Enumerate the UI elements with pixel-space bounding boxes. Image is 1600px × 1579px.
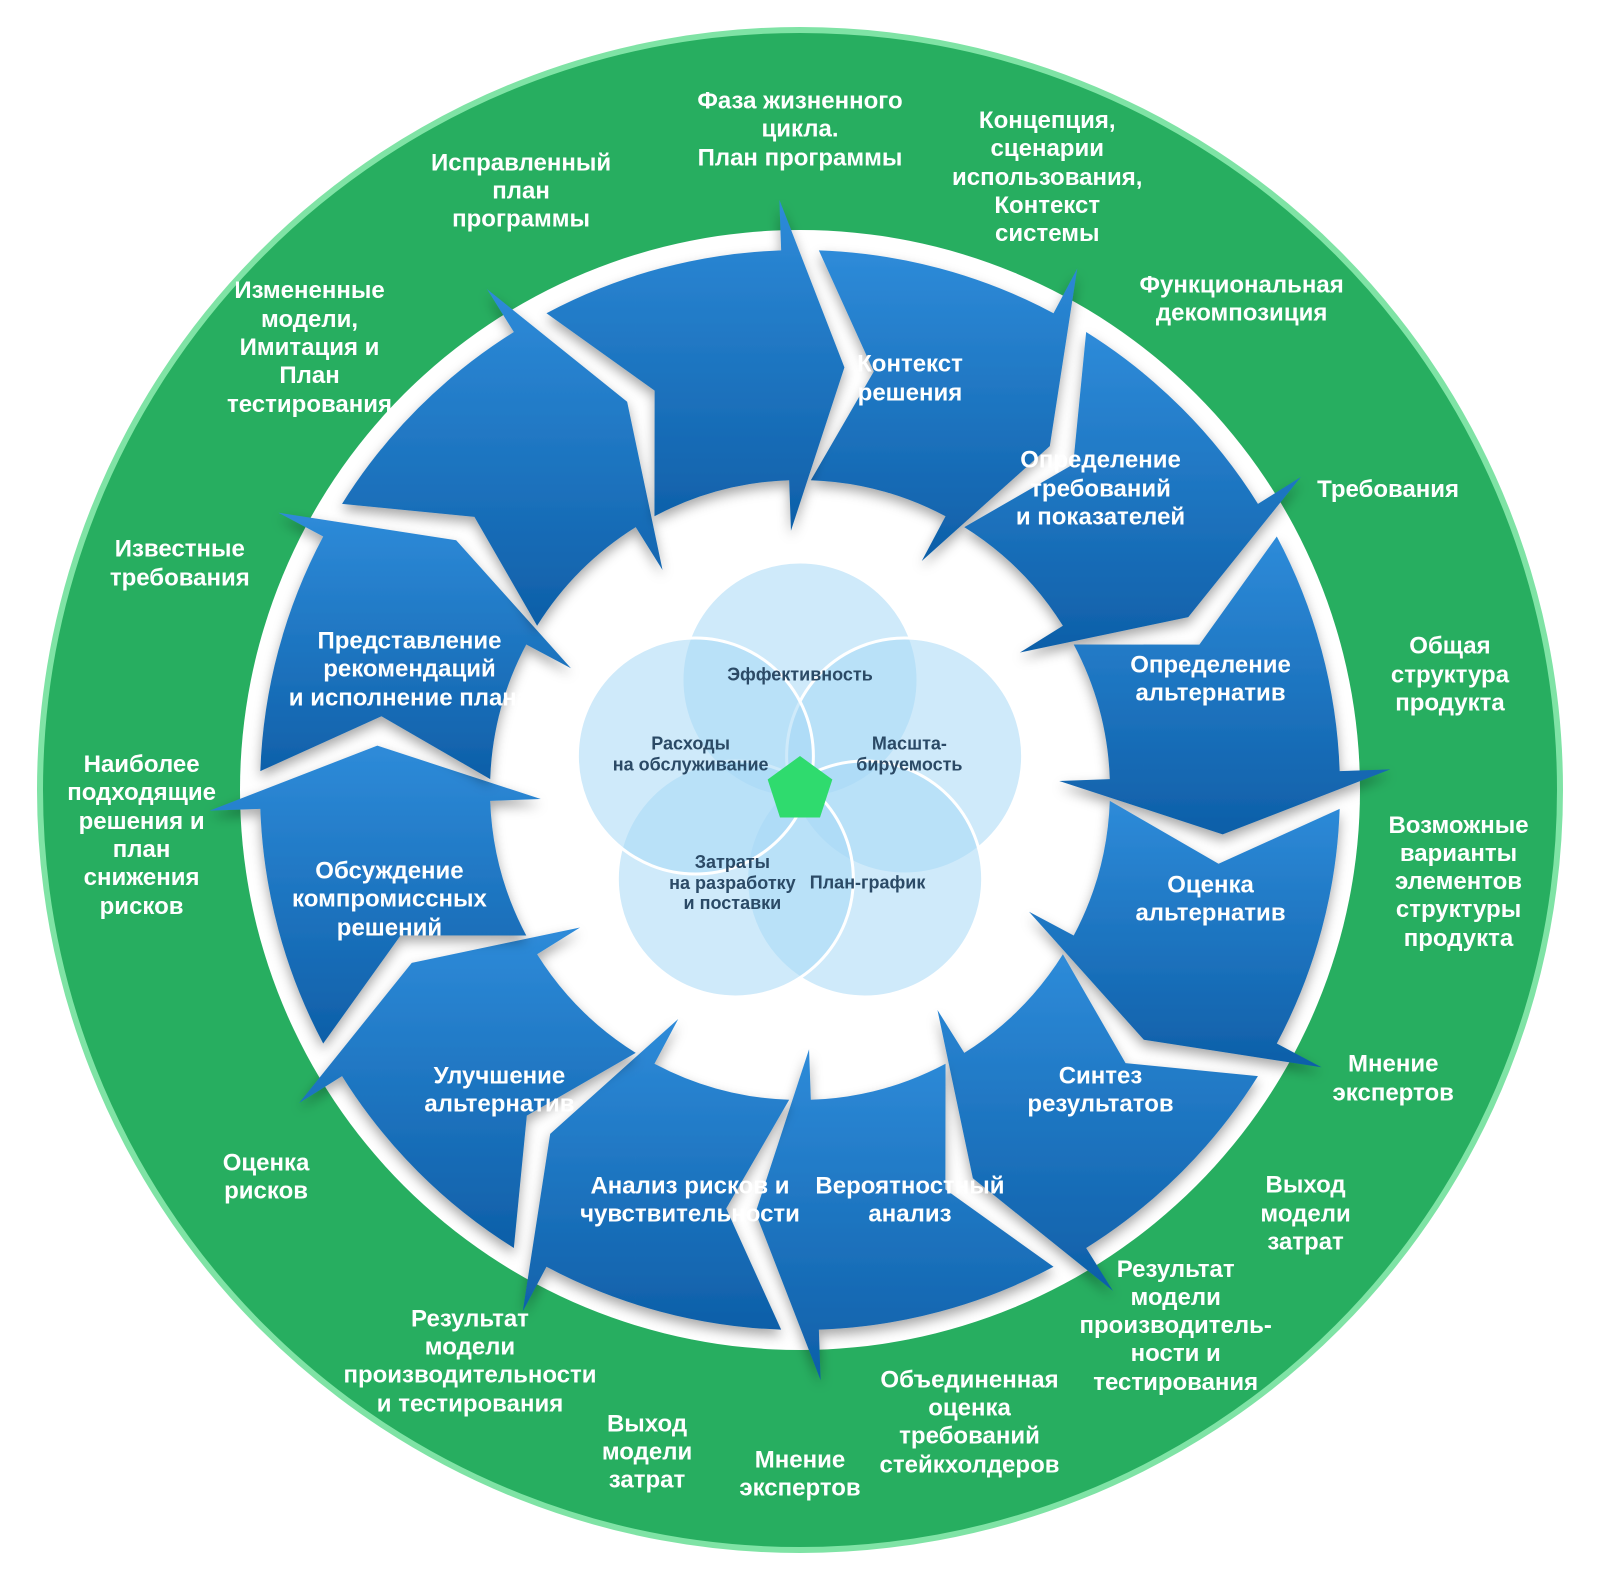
process-arrow-label-0: Контекст решения [857, 351, 963, 408]
venn-petal-label-1: Масшта- бируемость [856, 734, 962, 775]
outer-ring-label-7: Выход модели затрат [1260, 1172, 1350, 1257]
outer-ring-label-11: Выход модели затрат [602, 1410, 692, 1495]
outer-ring-label-6: Мнение экспертов [1333, 1051, 1454, 1108]
process-arrow-label-2: Определение альтернатив [1130, 652, 1291, 709]
outer-ring-label-8: Результат модели производитель- ности и … [1080, 1256, 1272, 1398]
process-arrow-label-5: Вероятностный анализ [815, 1172, 1004, 1229]
process-arrow-label-6: Анализ рисков и чувствительности [580, 1172, 800, 1229]
outer-ring-label-3: Требования [1317, 476, 1459, 504]
process-arrow-label-4: Синтез результатов [1027, 1062, 1173, 1119]
venn-petal-label-2: План-график [810, 873, 926, 894]
outer-ring-label-15: Известные требования [110, 536, 250, 593]
process-arrow-label-8: Обсуждение компромиссных решений [292, 858, 487, 943]
process-arrow-label-7: Улучшение альтернатив [424, 1062, 574, 1119]
outer-ring-label-4: Общая структура продукта [1391, 633, 1509, 718]
outer-ring-label-0: Фаза жизненного цикла. План программы [697, 88, 902, 173]
outer-ring-label-2: Функциональная декомпозиция [1140, 271, 1344, 328]
process-arrow-label-3: Оценка альтернатив [1135, 872, 1285, 929]
process-arrow-label-1: Определение требований и показателей [1016, 447, 1185, 532]
diagram-svg [0, 0, 1600, 1579]
outer-ring-label-5: Возможные варианты элементов структуры п… [1388, 812, 1528, 954]
outer-ring-label-12: Результат модели производительности и те… [343, 1305, 596, 1418]
outer-ring-label-1: Концепция, сценарии использования, Конте… [952, 107, 1142, 249]
outer-ring-label-16: Измененные модели, Имитация и План тести… [227, 278, 392, 420]
venn-petal-label-4: Расходы на обслуживание [613, 734, 769, 775]
process-arrow-label-9: Представление рекомендаций и исполнение … [289, 628, 530, 713]
outer-ring-label-13: Оценка рисков [223, 1150, 310, 1207]
outer-ring-label-10: Мнение экспертов [739, 1447, 860, 1504]
outer-ring-label-9: Объединенная оценка требований стейкхолд… [880, 1366, 1060, 1479]
venn-petal-label-3: Затраты на разработку и поставки [669, 852, 796, 914]
outer-ring-label-14: Наиболее подходящие решения и план сниже… [67, 751, 216, 921]
diagram-stage: Фаза жизненного цикла. План программы Кон… [0, 0, 1600, 1579]
outer-ring-label-17: Исправленный план программы [431, 149, 611, 234]
venn-petal-label-0: Эффективность [727, 665, 873, 686]
